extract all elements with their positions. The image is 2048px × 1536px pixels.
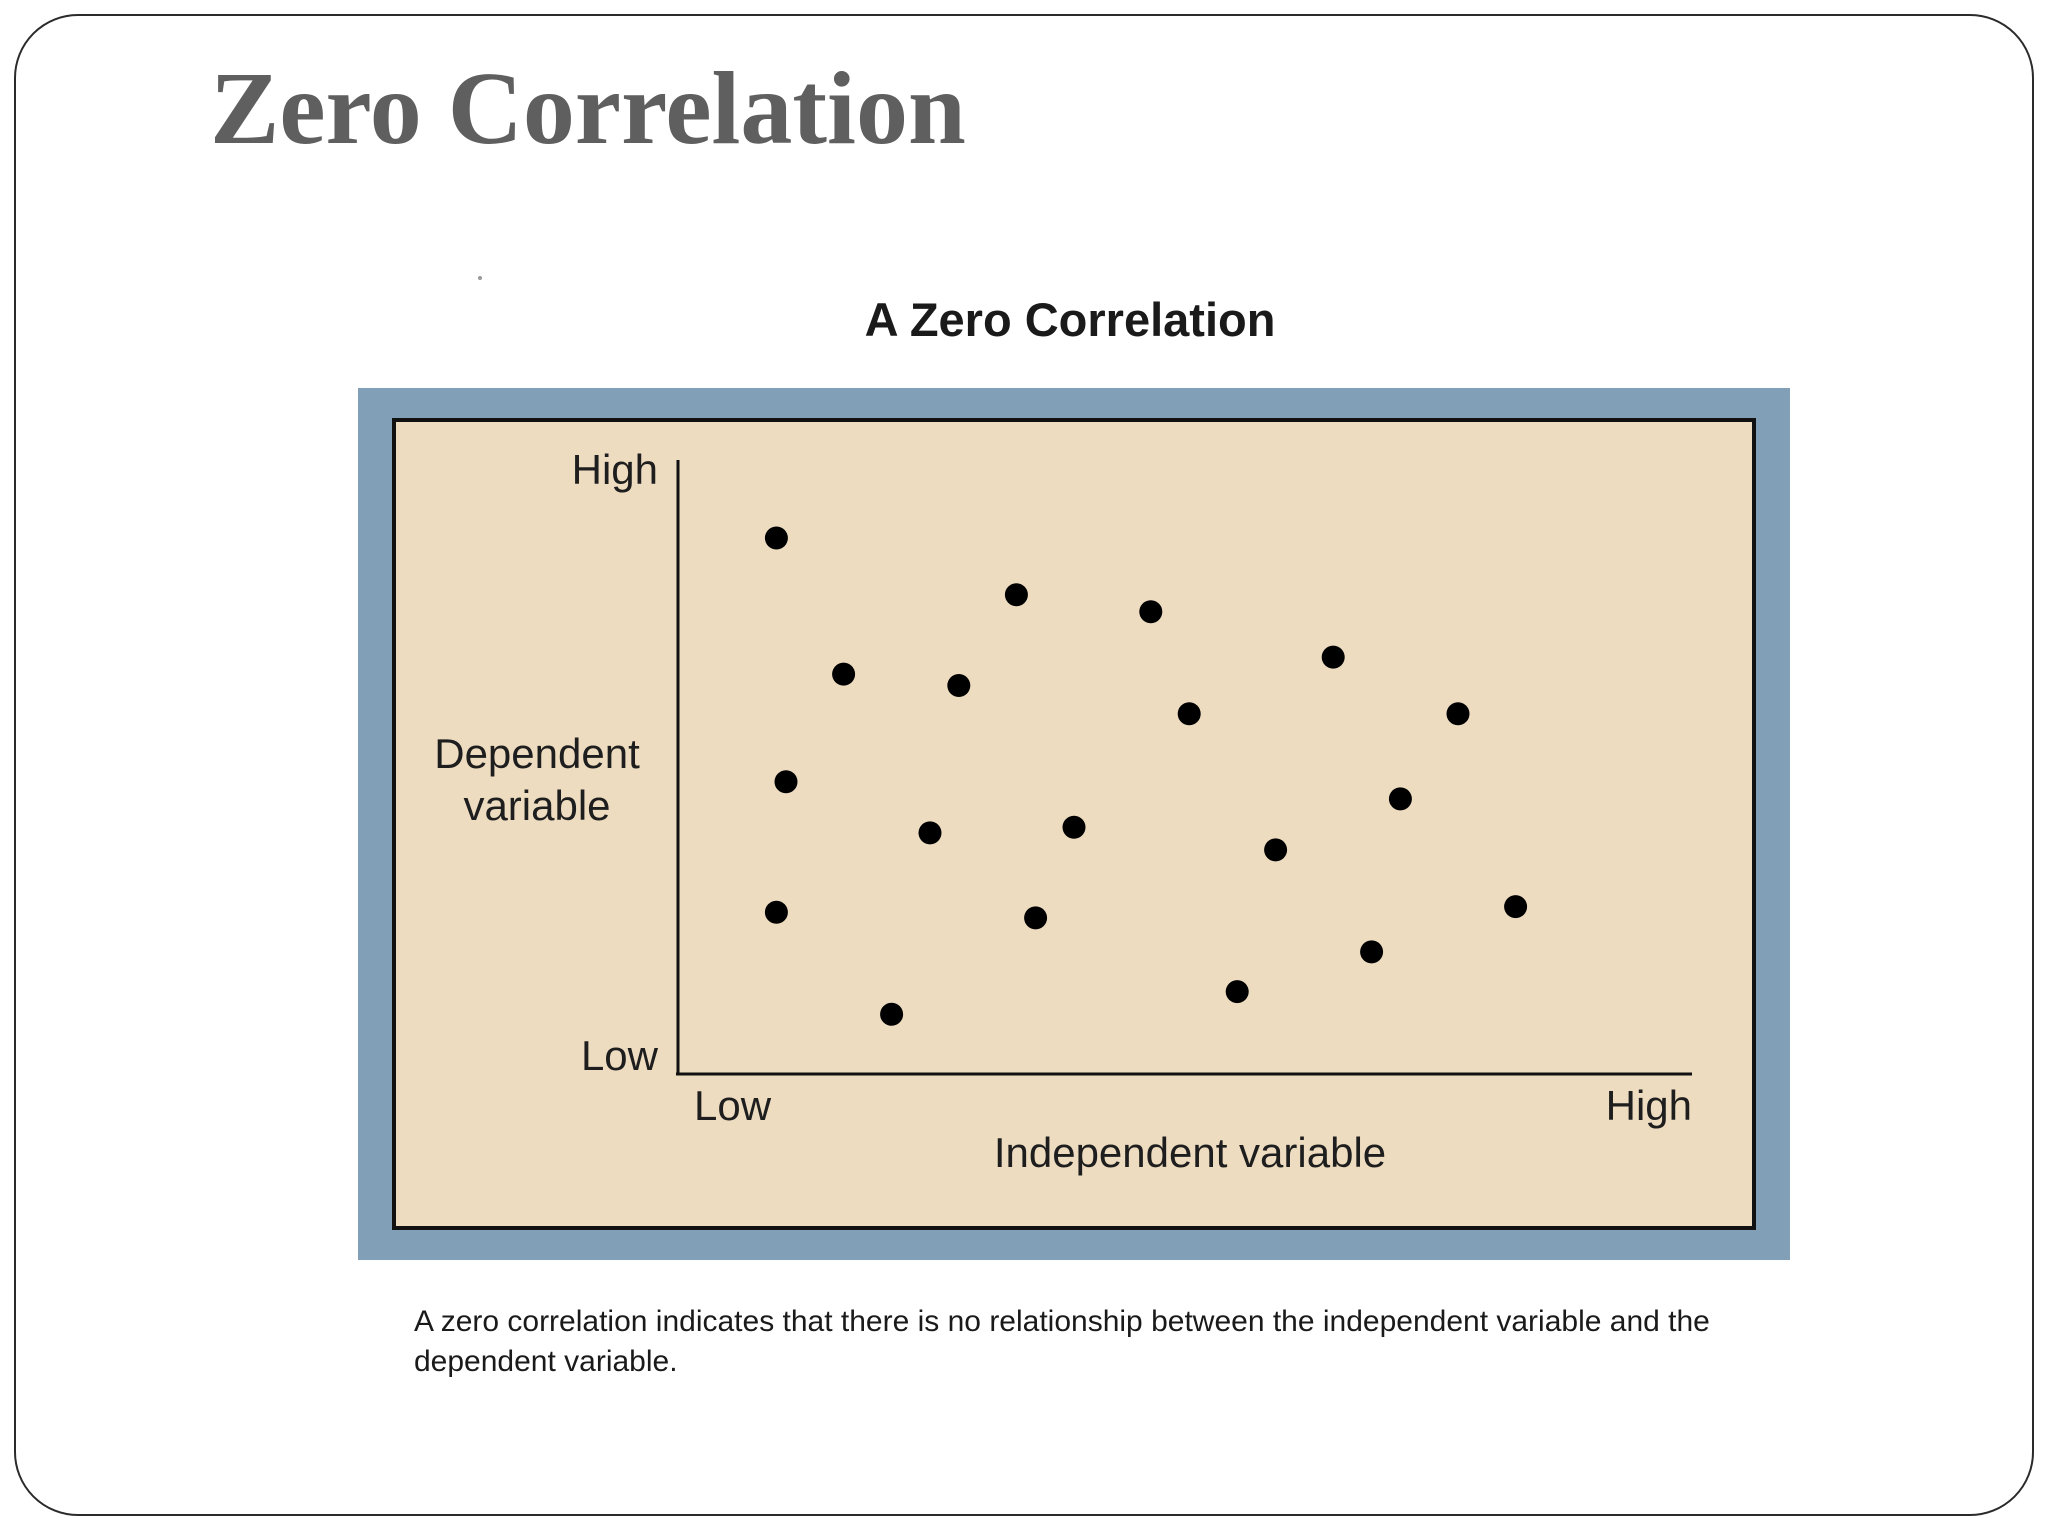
data-point-19	[1225, 980, 1249, 1004]
y-axis-label: Dependent variable	[434, 730, 640, 829]
data-point-5	[1139, 600, 1163, 624]
y-tick-label-low: Low	[581, 1032, 659, 1079]
x-tick-label-low: Low	[694, 1082, 772, 1129]
data-point-11	[1062, 815, 1086, 839]
data-point-1	[764, 526, 788, 550]
data-point-6	[1177, 702, 1201, 726]
data-point-4	[1004, 583, 1028, 607]
data-points	[764, 526, 1528, 1026]
data-point-10	[918, 821, 942, 845]
x-tick-label-high: High	[1606, 1082, 1692, 1129]
data-point-15	[1024, 906, 1048, 930]
data-point-3	[947, 674, 971, 697]
data-point-9	[774, 770, 798, 794]
caption: A zero correlation indicates that there …	[414, 1305, 1710, 1378]
data-point-17	[1360, 940, 1384, 964]
x-axis-label: Independent variable	[994, 1129, 1386, 1176]
data-point-16	[1504, 895, 1528, 919]
y-tick-label-high: High	[572, 446, 658, 493]
chart-title: A Zero Correlation	[864, 293, 1276, 346]
data-point-2	[832, 662, 856, 686]
data-point-8	[1446, 702, 1470, 726]
data-point-14	[764, 900, 788, 924]
data-point-12	[1264, 838, 1288, 862]
data-point-18	[880, 1002, 904, 1026]
stray-mark	[478, 276, 482, 280]
data-point-7	[1321, 645, 1345, 669]
slide-title: Zero Correlation	[210, 51, 966, 166]
data-point-13	[1388, 787, 1412, 811]
